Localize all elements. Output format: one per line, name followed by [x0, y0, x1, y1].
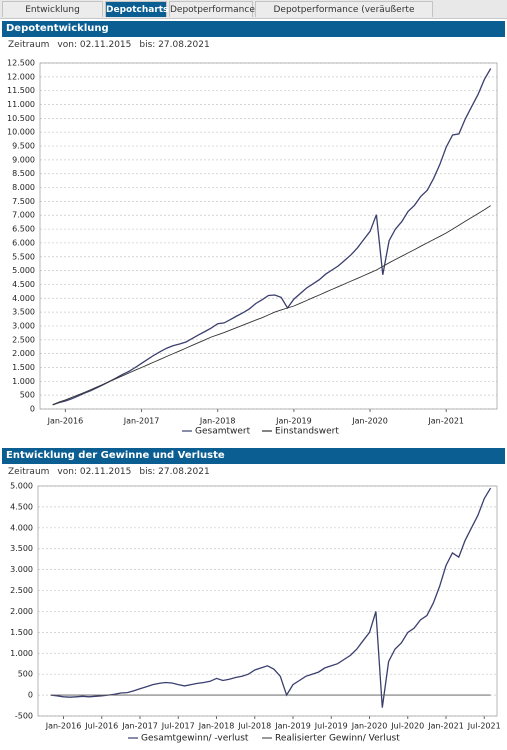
- y-tick-label: 2.000: [10, 607, 33, 616]
- chart: -500 0 500 1.000 1.500 2.000 2.500 3.000 3.500 4.…: [10, 482, 501, 744]
- legend-label: Realisierter Gewinn/ Verlust: [275, 734, 400, 744]
- tab[interactable]: Depotperformance (veräußerte Positionen): [255, 1, 433, 31]
- y-tick-label: 5.000: [12, 266, 35, 275]
- period: Zeitraum von: 02.11.2015 bis: 27.08.2021: [8, 40, 218, 50]
- y-tick-label: 11.500: [7, 86, 35, 95]
- x-tick-label: Jan-2017: [121, 722, 158, 731]
- tab[interactable]: Depotperformance: [169, 1, 255, 17]
- x-tick-label: Jan-2019: [274, 722, 311, 731]
- x-tick-label: Jan-2016: [47, 417, 84, 426]
- series-line: [52, 205, 491, 406]
- plot-frame: [39, 62, 498, 410]
- y-tick-label: 3.000: [12, 321, 35, 330]
- x-tick-label: Jan-2020: [351, 417, 388, 426]
- x-tick-label: Jul-2020: [390, 722, 424, 731]
- period-from: von: 02.11.2015: [57, 467, 132, 477]
- x-tick-label: Jan-2018: [198, 722, 235, 731]
- plot-frame: [37, 485, 498, 717]
- y-tick-label: 4.500: [10, 502, 33, 511]
- y-tick-label: 0: [28, 691, 33, 700]
- x-tick-label: Jan-2020: [351, 722, 388, 731]
- period-label: Zeitraum: [8, 467, 50, 477]
- y-tick-label: -500: [15, 712, 33, 721]
- x-tick-label: Jul-2016: [84, 722, 118, 731]
- y-tick-label: 11.000: [7, 100, 35, 109]
- tab[interactable]: Entwicklung Depotwerte: [2, 1, 103, 31]
- tab-bar: Entwicklung Depotwerte Depotcharts Depot…: [0, 0, 507, 31]
- x-tick-label: Jul-2019: [314, 722, 348, 731]
- x-tick-label: Jul-2021: [467, 722, 501, 731]
- y-tick-label: 4.000: [10, 523, 33, 532]
- period-label: Zeitraum: [8, 40, 50, 50]
- panel-title: Depotentwicklung: [2, 21, 505, 37]
- series-line: [52, 68, 492, 406]
- y-tick-label: 7.500: [12, 197, 35, 206]
- y-tick-label: 12.000: [7, 72, 35, 81]
- y-tick-label: 8.500: [12, 169, 35, 178]
- y-tick-label: 1.500: [10, 628, 33, 637]
- y-tick-label: 3.000: [10, 565, 33, 574]
- y-tick-label: 10.000: [7, 128, 35, 137]
- x-tick-label: Jan-2019: [275, 417, 312, 426]
- y-tick-label: 12.500: [7, 59, 35, 68]
- x-tick-label: Jan-2021: [427, 417, 464, 426]
- period: Zeitraum von: 02.11.2015 bis: 27.08.2021: [8, 467, 218, 477]
- y-tick-label: 3.500: [10, 544, 33, 553]
- y-tick-label: 1.000: [12, 377, 35, 386]
- period-from: von: 02.11.2015: [57, 40, 132, 50]
- y-tick-label: 6.000: [12, 238, 35, 247]
- panel-title: Entwicklung der Gewinne und Verluste: [2, 448, 505, 464]
- x-tick-label: Jan-2021: [427, 722, 464, 731]
- period-to: bis: 27.08.2021: [139, 467, 210, 477]
- y-tick-label: 500: [18, 670, 33, 679]
- period-to: bis: 27.08.2021: [139, 40, 210, 50]
- y-tick-label: 1.000: [10, 649, 33, 658]
- x-tick-label: Jan-2016: [45, 722, 82, 731]
- y-tick-label: 0: [30, 405, 35, 414]
- x-tick-label: Jul-2018: [237, 722, 271, 731]
- y-tick-label: 2.000: [12, 349, 35, 358]
- y-tick-label: 1.500: [12, 363, 35, 372]
- y-tick-label: 9.000: [12, 155, 35, 164]
- legend-label: Einstandswert: [275, 427, 339, 437]
- y-tick-label: 6.500: [12, 225, 35, 234]
- y-tick-label: 4.000: [12, 294, 35, 303]
- x-tick-label: Jul-2017: [161, 722, 195, 731]
- y-tick-label: 2.500: [10, 586, 33, 595]
- x-tick-label: Jan-2017: [123, 417, 160, 426]
- y-tick-label: 9.500: [12, 142, 35, 151]
- y-tick-label: 10.500: [7, 114, 35, 123]
- legend-label: Gesamtgewinn/ -verlust: [141, 734, 249, 744]
- series-line: [50, 487, 492, 708]
- y-tick-label: 7.000: [12, 211, 35, 220]
- y-tick-label: 4.500: [12, 280, 35, 289]
- chart: 0 500 1.000 1.500 2.000 2.500 3.000 3.500 4.000 4…: [7, 59, 498, 437]
- legend-label: Gesamtwert: [195, 427, 251, 437]
- y-tick-label: 3.500: [12, 308, 35, 317]
- x-tick-label: Jan-2018: [199, 417, 236, 426]
- tab[interactable]: Depotcharts: [105, 1, 168, 17]
- y-tick-label: 8.000: [12, 183, 35, 192]
- y-tick-label: 500: [20, 391, 35, 400]
- y-tick-label: 5.500: [12, 252, 35, 261]
- y-tick-label: 5.000: [10, 482, 33, 491]
- y-tick-label: 2.500: [12, 335, 35, 344]
